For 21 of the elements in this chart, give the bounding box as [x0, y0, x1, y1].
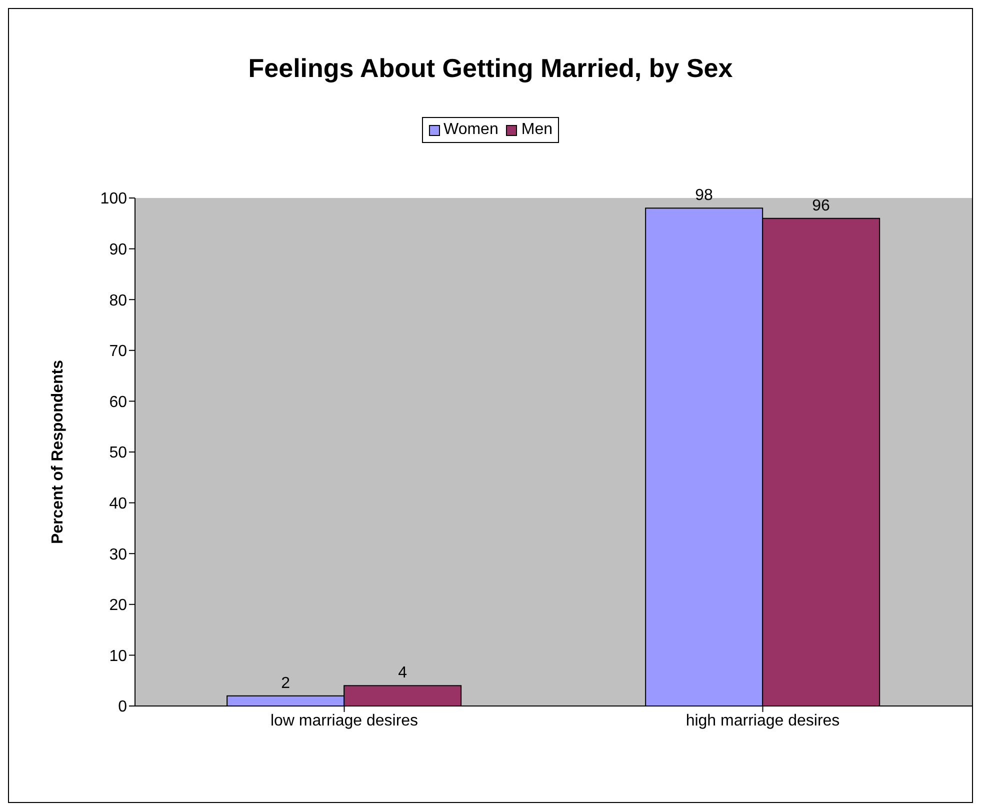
legend-label: Women: [442, 121, 498, 139]
y-tick-label: 60: [109, 394, 128, 411]
y-tick-label: 50: [109, 444, 128, 462]
data-label: 2: [281, 674, 290, 692]
data-label: 96: [812, 197, 830, 214]
data-label: 98: [695, 187, 714, 204]
y-tick-label: 40: [109, 495, 128, 512]
y-tick-label: 0: [118, 698, 128, 716]
x-tick-label: high marriage desires: [686, 712, 840, 730]
y-axis-title: Percent of Respondents: [50, 360, 67, 544]
data-label: 4: [398, 664, 408, 682]
chart-title: Feelings About Getting Married, by Sex: [247, 53, 734, 84]
x-tick-label: low marriage desires: [270, 712, 418, 730]
y-tick-label: 30: [109, 546, 128, 564]
y-tick-label: 20: [109, 597, 128, 614]
y-tick-label: 90: [109, 241, 128, 258]
y-tick-label: 100: [100, 190, 128, 208]
y-tick-label: 10: [109, 648, 128, 665]
legend-label: Men: [520, 121, 552, 139]
y-tick-label: 70: [109, 343, 128, 360]
y-tick-label: 80: [109, 292, 128, 310]
